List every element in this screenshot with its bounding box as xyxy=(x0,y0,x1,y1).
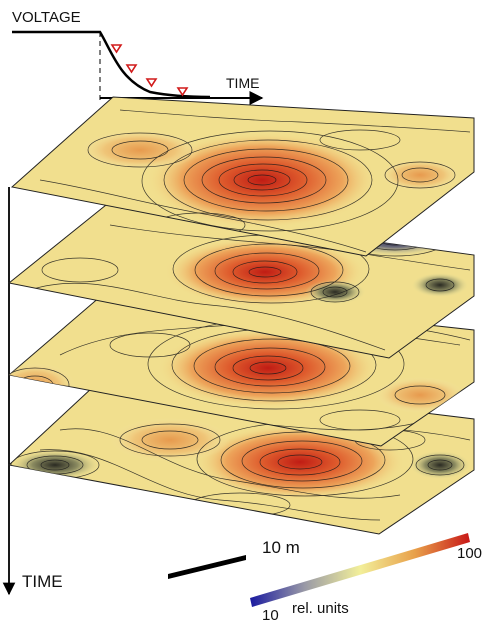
sample-marker xyxy=(176,87,189,97)
inset-time-label: TIME xyxy=(226,75,259,91)
sample-marker xyxy=(110,44,123,54)
scale-bar: 10 m xyxy=(168,538,300,579)
time-axis-label: TIME xyxy=(22,572,63,591)
colorbar-min-label: 10 xyxy=(262,607,279,624)
voltage-decay-curve xyxy=(12,30,211,99)
sample-marker xyxy=(125,64,138,74)
slice-4-dark-low-right xyxy=(410,451,470,479)
scale-bar-label: 10 m xyxy=(262,538,300,557)
slice-1-red-core xyxy=(147,132,377,228)
colorbar-gradient xyxy=(250,533,470,607)
sample-markers xyxy=(110,44,189,97)
main-time-axis: TIME xyxy=(2,187,63,596)
scale-bar-rect xyxy=(168,555,246,579)
color-bar: 100 10 rel. units xyxy=(250,533,482,624)
colorbar-units-label: rel. units xyxy=(292,600,349,617)
voltage-label: VOLTAGE xyxy=(12,9,81,26)
sample-marker xyxy=(145,78,158,88)
slice-4-red-core xyxy=(195,424,405,500)
colorbar-max-label: 100 xyxy=(457,545,482,562)
voltage-inset: VOLTAGE TIME xyxy=(12,9,264,105)
